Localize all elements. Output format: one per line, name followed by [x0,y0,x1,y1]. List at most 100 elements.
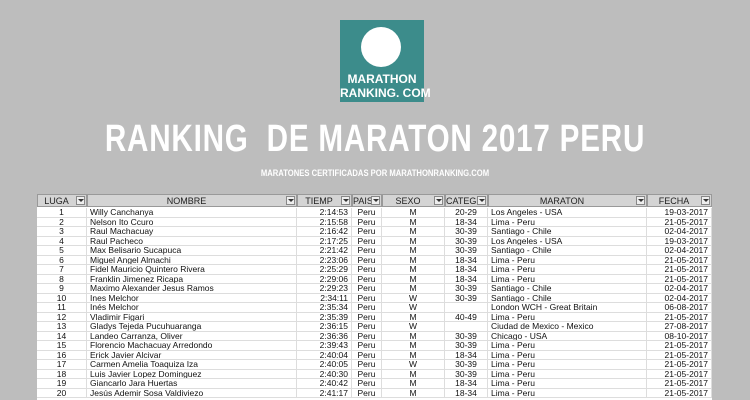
filter-button[interactable] [434,196,443,205]
table-cell: 19-03-2017 [647,236,712,246]
table-cell: M [382,379,445,389]
filter-button[interactable] [701,196,710,205]
table-cell: 2:40:05 [297,360,352,370]
table-cell: 40-49 [445,312,488,322]
table-cell: London WCH - Great Britain [488,303,647,313]
table-cell: Willy Canchanya [87,208,297,218]
table-cell: 2:40:04 [297,350,352,360]
table-cell: 14 [37,331,87,341]
filter-button[interactable] [341,196,350,205]
table-cell: Max Belisario Sucapuca [87,246,297,256]
table-cell: Giancarlo Jara Huertas [87,379,297,389]
filter-button[interactable] [371,196,380,205]
table-cell: Lima - Peru [488,217,647,227]
table-cell: 17 [37,360,87,370]
table-cell: 18-34 [445,265,488,275]
table-cell: Nelson Ito Ccuro [87,217,297,227]
column-header: PAIS [352,194,382,207]
table-cell: M [382,312,445,322]
table-cell: 18-34 [445,274,488,284]
table-cell: 2:25:29 [297,265,352,275]
table-cell: Santiago - Chile [488,293,647,303]
table-cell: Lima - Peru [488,379,647,389]
table-cell: Santiago - Chile [488,246,647,256]
logo-circle [361,27,401,67]
table-cell: Raul Machacuay [87,227,297,237]
table-cell: Peru [352,379,382,389]
filter-button[interactable] [636,196,645,205]
logo: MARATHON RANKING. COM [340,20,431,102]
table-cell: Peru [352,246,382,256]
filter-button[interactable] [477,196,486,205]
table-cell: 2:40:30 [297,369,352,379]
table-cell: Peru [352,274,382,284]
table-cell: Peru [352,236,382,246]
table-cell: Peru [352,350,382,360]
table-cell: 2:14:53 [297,208,352,218]
table-cell: Santiago - Chile [488,227,647,237]
table-cell: M [382,284,445,294]
table-cell: 18-34 [445,217,488,227]
table-cell: Santiago - Chile [488,284,647,294]
table-cell: Maximo Alexander Jesus Ramos [87,284,297,294]
table-cell: 16 [37,350,87,360]
table-cell: M [382,217,445,227]
table-cell: 02-04-2017 [647,246,712,256]
logo-text: RANKING. COM [340,86,431,100]
table-cell: 2:34:11 [297,293,352,303]
table-cell: 11 [37,303,87,313]
table-cell: 21-05-2017 [647,388,712,398]
table-cell: 20 [37,388,87,398]
table-cell: Peru [352,369,382,379]
table-cell: 9 [37,284,87,294]
logo-text: MARATHON [347,72,417,86]
table-cell: Peru [352,303,382,313]
table-cell: 21-05-2017 [647,265,712,275]
table-cell: W [382,322,445,332]
table-cell: 2:16:42 [297,227,352,237]
table-cell: M [382,265,445,275]
table-cell: Los Angeles - USA [488,208,647,218]
table-cell: 2:21:42 [297,246,352,256]
table-cell: Lima - Peru [488,388,647,398]
table-cell: 30-39 [445,227,488,237]
table-cell: 20-29 [445,208,488,218]
filter-button[interactable] [286,196,295,205]
table: LUGA NOMBRE TIEMP PAIS SEXO CATEG MARATON FECHA… [37,194,712,400]
table-cell: 08-10-2017 [647,331,712,341]
table-cell: Landeo Carranza, Oliver [87,331,297,341]
table-cell: Peru [352,208,382,218]
table-cell: W [382,360,445,370]
table-cell: 27-08-2017 [647,322,712,332]
table-cell: 2:29:06 [297,274,352,284]
table-cell: Gladys Tejeda Pucuhuaranga [87,322,297,332]
table-cell: Lima - Peru [488,341,647,351]
table-cell: 02-04-2017 [647,284,712,294]
column-header: CATEG [445,194,488,207]
table-cell: 1 [37,208,87,218]
table-cell: 30-39 [445,293,488,303]
table-cell: 21-05-2017 [647,217,712,227]
table-cell: Lima - Peru [488,255,647,265]
table-cell: M [382,341,445,351]
table-cell: Ciudad de Mexico - Mexico [488,322,647,332]
table-cell: 19 [37,379,87,389]
table-cell: Chicago - USA [488,331,647,341]
table-cell [445,303,488,313]
filter-button[interactable] [76,196,85,205]
table-cell: M [382,255,445,265]
table-cell: 5 [37,246,87,256]
table-cell: Peru [352,322,382,332]
table-cell: 30-39 [445,331,488,341]
table-cell: 15 [37,341,87,351]
table-cell: Los Angeles - USA [488,236,647,246]
table-cell: 2:39:43 [297,341,352,351]
table-cell: Erick Javier Alcivar [87,350,297,360]
table-cell: 6 [37,255,87,265]
table-cell: 13 [37,322,87,332]
table-cell: Florencio Machacuay Arredondo [87,341,297,351]
table-cell: 2:15:58 [297,217,352,227]
table-cell: Peru [352,227,382,237]
table-cell: 2:29:23 [297,284,352,294]
table-cell: 2:23:06 [297,255,352,265]
